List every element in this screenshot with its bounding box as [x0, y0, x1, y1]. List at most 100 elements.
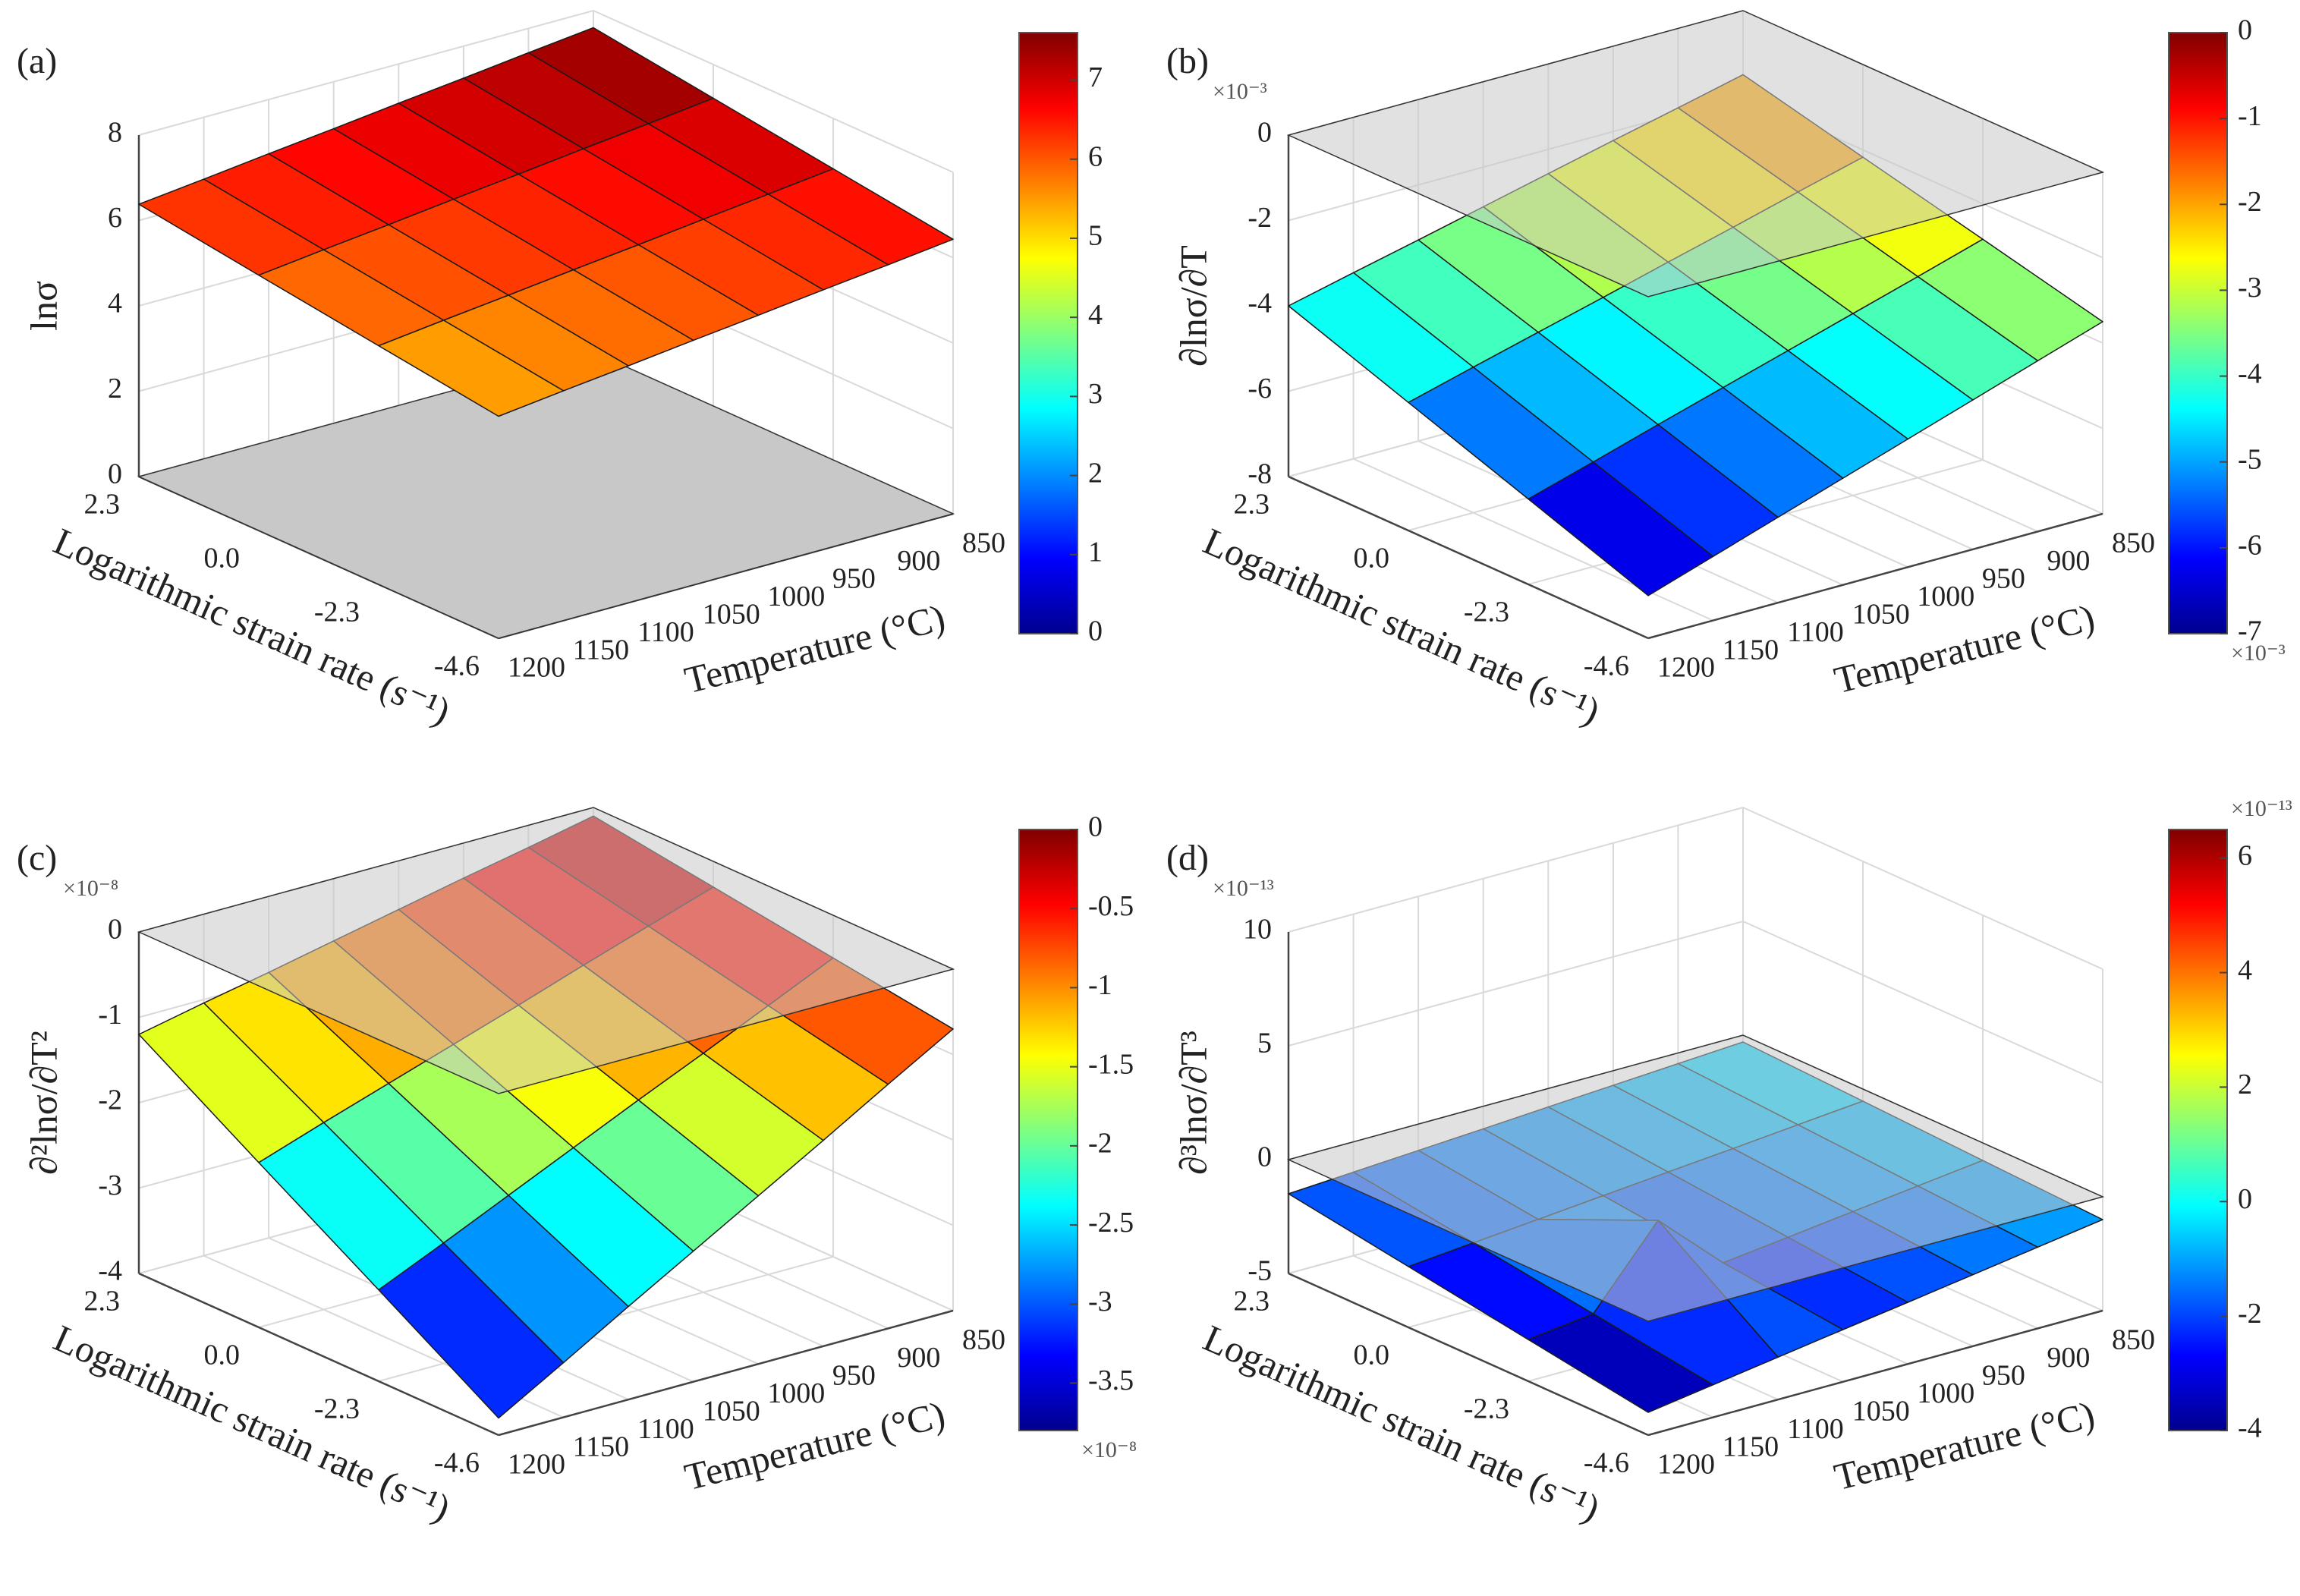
colorbar-tick-label: 0	[2238, 1183, 2252, 1215]
z-tick-label: 2	[108, 373, 122, 405]
x-tick-label: 900	[897, 545, 940, 577]
z-tick-label: -4	[1248, 288, 1272, 320]
x-tick-label: 1150	[573, 1431, 630, 1462]
z-exponent: ×10⁻³	[1213, 79, 1267, 104]
z-tick-label: -2	[98, 1084, 122, 1116]
colorbar-tick-label: 4	[2238, 954, 2252, 986]
colorbar-tick-label: -1	[1088, 969, 1112, 1001]
z-tick-label: 0	[108, 458, 122, 490]
z-tick-label: -5	[1248, 1255, 1272, 1287]
x-tick-label: 900	[2047, 545, 2090, 577]
colorbar-tick-label: 1	[1088, 537, 1103, 568]
panel: -8 -6 -4 -2 0 -4.6 -2.3 0.0 2.3 850 900 950 10001050…	[1166, 9, 2286, 732]
z-tick-label: -3	[98, 1169, 122, 1201]
x-axis	[498, 1309, 954, 1437]
colorbar-tick-label: -3	[1088, 1286, 1112, 1317]
x-tick-label: 1050	[1852, 1395, 1910, 1427]
x-tick-label: 1000	[767, 1377, 825, 1409]
reference-plane	[1286, 10, 2105, 297]
x-tick-label: 900	[2047, 1342, 2090, 1374]
x-tick-label: 1100	[1787, 616, 1844, 648]
colorbar-tick-label: 2	[2238, 1069, 2252, 1100]
x-tick-label: 1150	[1723, 1431, 1779, 1462]
panel: -5 0 5 10 -4.6 -2.3 0.0 2.3 850 900 95010001050110…	[1166, 796, 2292, 1529]
colorbar-exponent: ×10⁻³	[2231, 641, 2286, 666]
panel-label: (a)	[17, 41, 57, 81]
z-axis-label: ∂²lnσ/∂T²	[22, 1031, 65, 1175]
x-tick-label: 1200	[508, 1449, 565, 1481]
z-tick-label: -8	[1248, 458, 1272, 490]
colorbar	[2168, 32, 2228, 634]
x-tick-label: 850	[2112, 1324, 2155, 1356]
reference-plane	[137, 351, 955, 639]
surface-patch	[378, 320, 565, 417]
colorbar-tick-label: -2	[2238, 186, 2262, 218]
colorbar-tick-label: -3.5	[1088, 1365, 1134, 1396]
colorbar-tick-label: 4	[1088, 299, 1103, 331]
x-tick-label: 1200	[508, 652, 565, 684]
colorbar-tick-label: -1.5	[1088, 1048, 1134, 1080]
x-tick-label: 1100	[637, 616, 694, 648]
y-axis	[138, 1272, 499, 1437]
x-tick-label: 1200	[1657, 1449, 1715, 1481]
x-axis	[1647, 512, 2103, 640]
x-tick-label: 1000	[767, 581, 825, 612]
colorbar-tick-label: -2	[2238, 1298, 2262, 1330]
reference-plane	[1286, 1034, 2105, 1322]
x-tick-label: 1050	[703, 1395, 760, 1427]
y-tick-label: -2.3	[1464, 1393, 1509, 1425]
colorbar-tick-label: -6	[2238, 530, 2262, 562]
colorbar-tick-label: 7	[1088, 61, 1103, 93]
colorbar-tick-label: -2.5	[1088, 1207, 1134, 1239]
y-axis	[1288, 1272, 1649, 1437]
y-axis-label: Logarithmic strain rate (s⁻¹)	[48, 1317, 457, 1530]
colorbar-exponent: ×10⁻¹³	[2231, 796, 2292, 821]
colorbar-tick-label: -4	[2238, 1412, 2262, 1444]
y-tick-label: -4.6	[434, 650, 480, 682]
y-tick-label: 0.0	[204, 543, 241, 574]
grid-line	[1288, 806, 2103, 970]
colorbar	[1018, 32, 1078, 634]
panel-label: (b)	[1166, 41, 1209, 81]
z-tick-label: 8	[108, 117, 122, 149]
grid-line	[138, 9, 954, 173]
x-tick-label: 850	[2112, 527, 2155, 559]
z-tick-label: -6	[1248, 373, 1272, 405]
y-tick-label: -2.3	[314, 597, 360, 628]
x-tick-label: 1050	[1852, 598, 1910, 630]
colorbar-exponent: ×10⁻⁸	[1081, 1437, 1137, 1462]
y-tick-label: -4.6	[1584, 1447, 1629, 1479]
colorbar-tick-label: 0	[1088, 615, 1103, 647]
grid-line	[1288, 920, 2103, 1084]
x-tick-label: 1100	[1787, 1413, 1844, 1445]
x-tick-label: 950	[832, 563, 876, 595]
y-tick-label: 2.3	[1234, 489, 1270, 521]
x-tick-label: 1100	[637, 1413, 694, 1445]
colorbar-tick-label: -1	[2238, 100, 2262, 132]
z-tick-label: -1	[98, 999, 122, 1031]
y-tick-label: 0.0	[1354, 1339, 1390, 1371]
panel: -4 -3 -2 -1 0 -4.6 -2.3 0.0 2.3 850 900 95010001050…	[17, 806, 1137, 1530]
y-tick-label: 2.3	[84, 489, 121, 521]
colorbar	[1018, 829, 1078, 1431]
z-axis-label: ∂³lnσ/∂T³	[1172, 1031, 1214, 1175]
colorbar-tick-label: -4	[2238, 357, 2262, 389]
colorbar-tick-label: 6	[2238, 839, 2252, 871]
y-tick-label: 0.0	[204, 1339, 241, 1371]
colorbar	[2168, 829, 2228, 1431]
y-tick-label: 2.3	[1234, 1286, 1270, 1317]
x-tick-label: 950	[1982, 1360, 2025, 1392]
colorbar-tick-label: 6	[1088, 140, 1103, 172]
x-tick-label: 1200	[1657, 652, 1715, 684]
panel-label: (c)	[17, 838, 57, 878]
y-axis	[1288, 475, 1649, 640]
surface-patch	[1528, 1313, 1714, 1413]
y-tick-label: -4.6	[434, 1447, 480, 1479]
x-tick-label: 1050	[703, 598, 760, 630]
panel-label: (d)	[1166, 838, 1209, 878]
x-tick-label: 1000	[1917, 1377, 1974, 1409]
z-tick-label: 4	[108, 288, 122, 320]
